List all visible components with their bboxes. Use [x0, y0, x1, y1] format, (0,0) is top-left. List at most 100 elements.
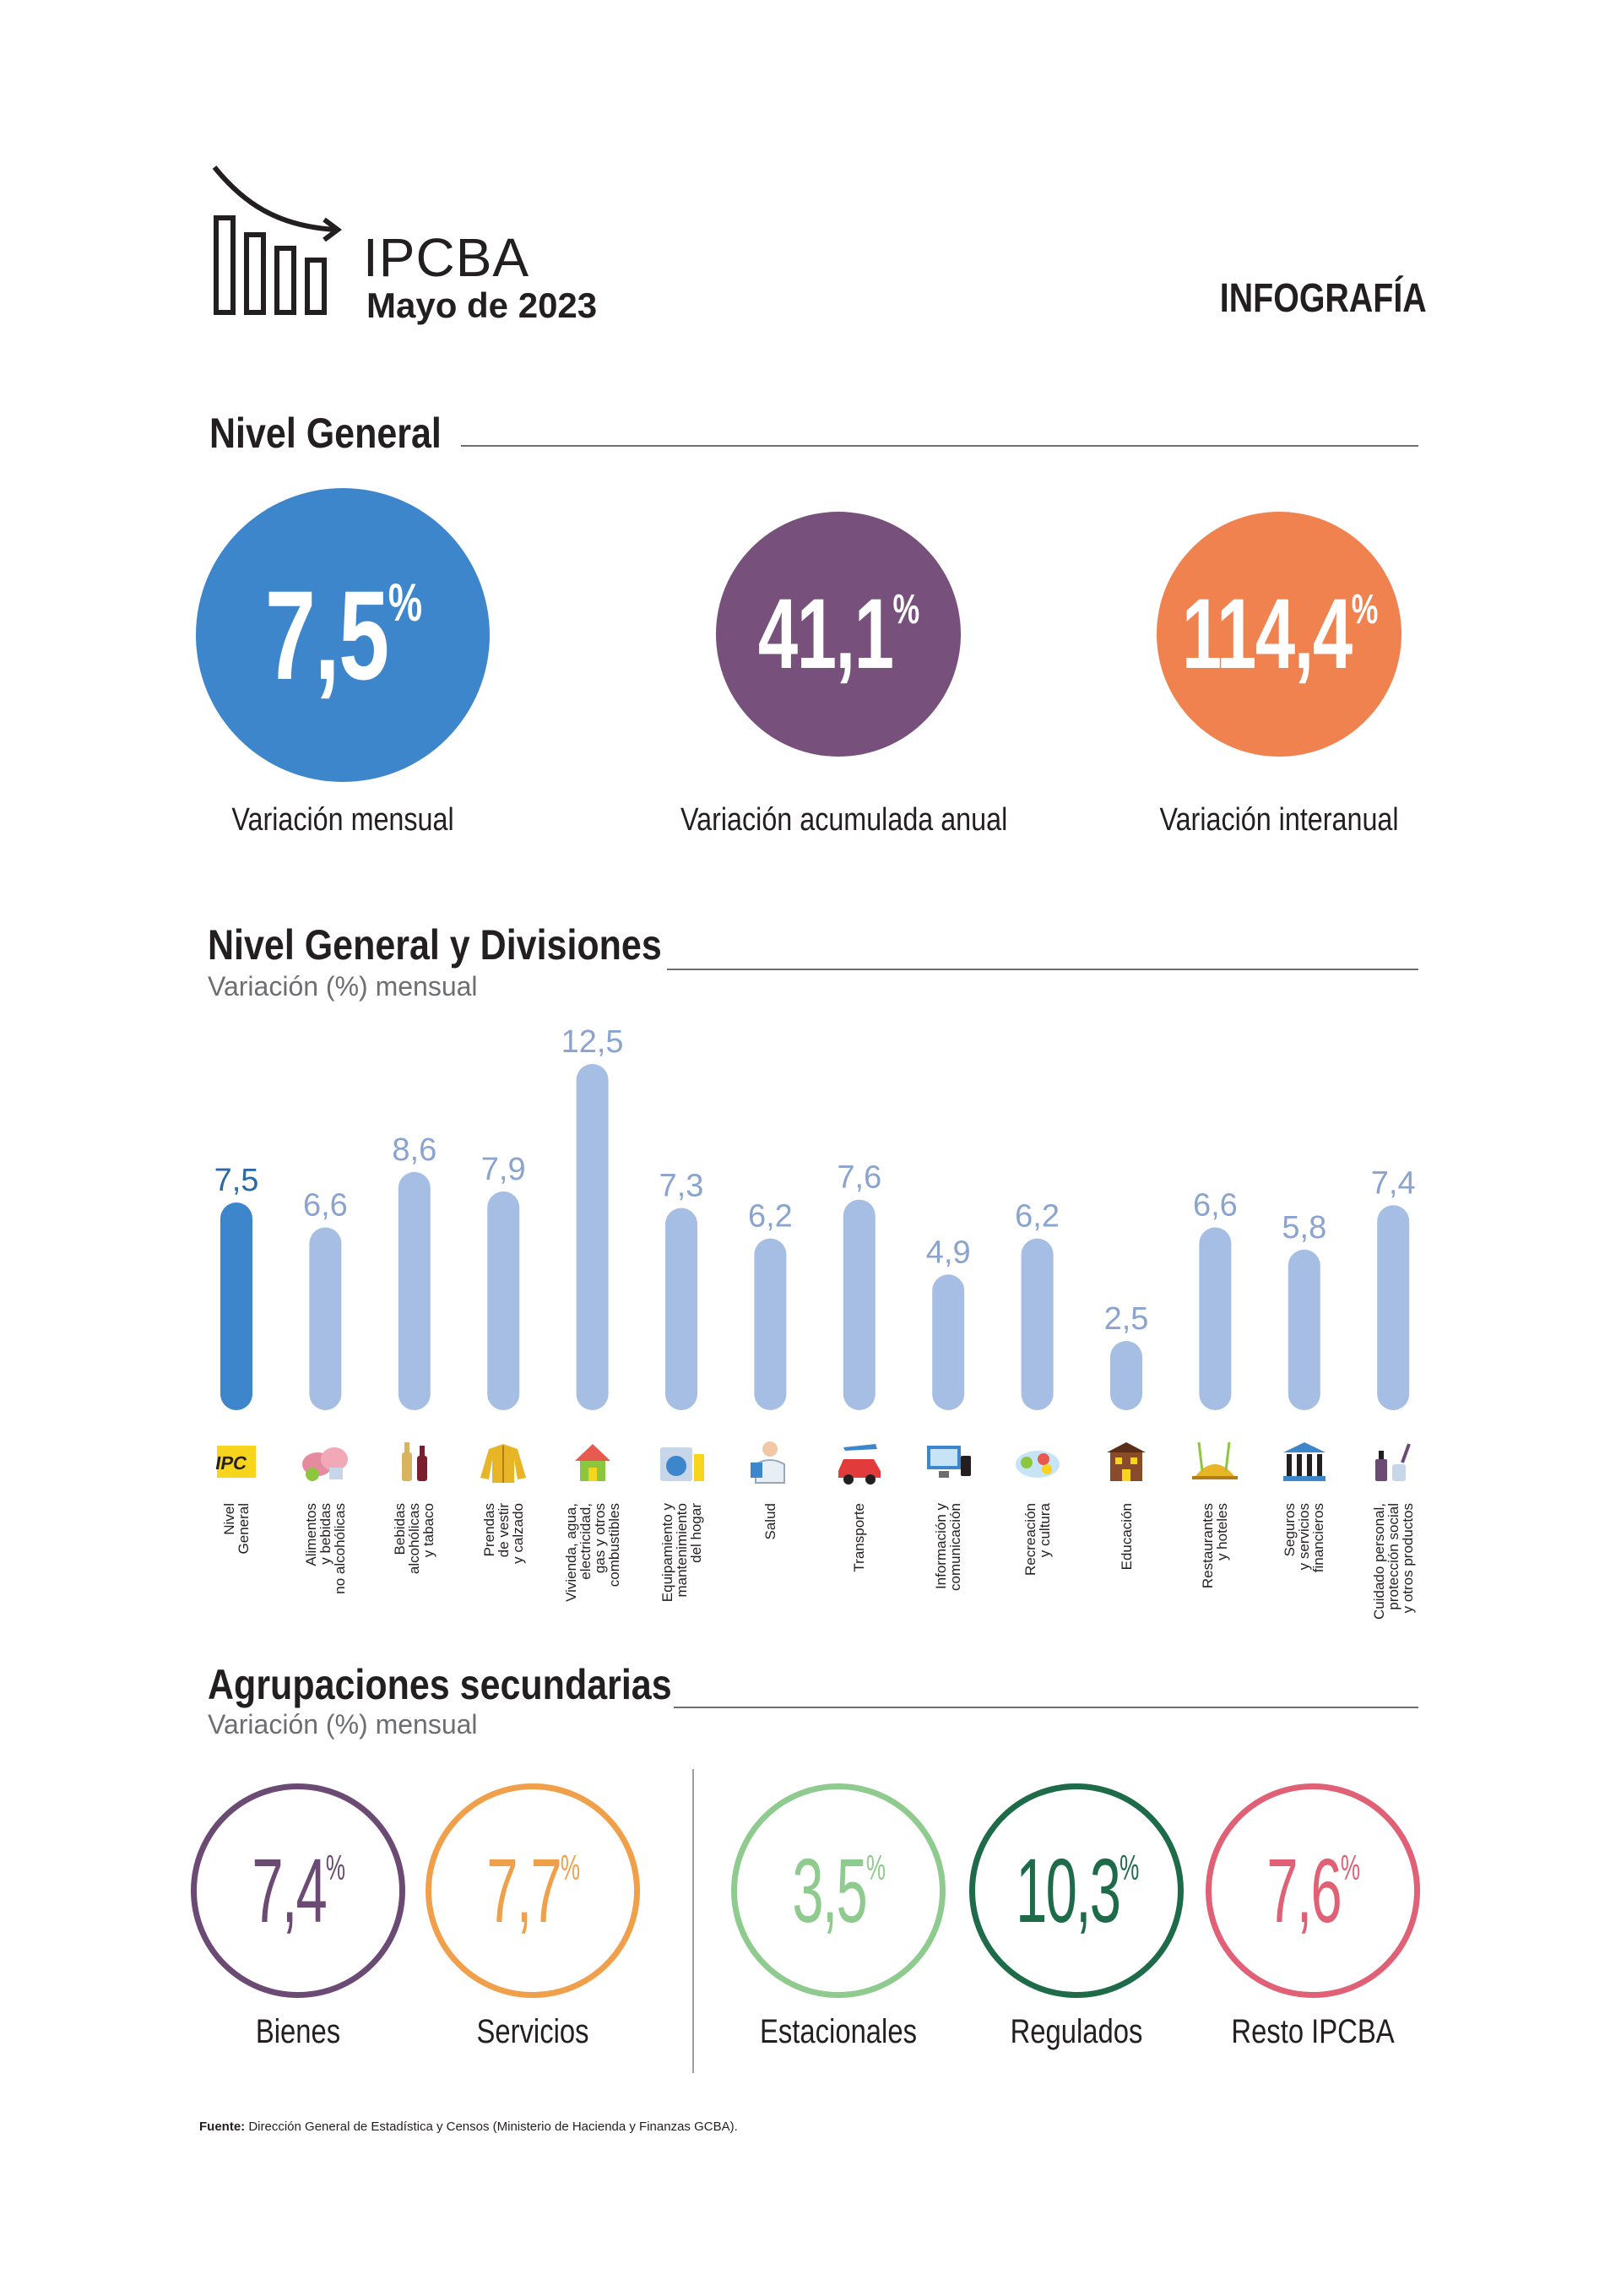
indicator-value: 7,4	[252, 1839, 328, 1941]
section-title-nivel-general: Nivel General	[209, 410, 442, 457]
brand-subtitle: Mayo de 2023	[366, 285, 598, 325]
percent-sign: %	[1351, 584, 1378, 632]
bar-value-label: 7,6	[837, 1160, 881, 1196]
division-label: Bebidas alcohólicas y tabaco	[392, 1503, 443, 1680]
division-label-text: Salud	[762, 1503, 778, 1540]
jacket-icon	[475, 1434, 531, 1490]
division-label-text: Educación	[1118, 1503, 1135, 1571]
indicator-value: 7,7	[486, 1839, 562, 1941]
division-label: Restaurantes y hoteles	[1200, 1503, 1251, 1680]
computer-icon	[920, 1434, 976, 1490]
percent-sign: %	[388, 573, 421, 633]
bar-value-label: 2,5	[1104, 1301, 1149, 1337]
indicator-value: 114,4	[1181, 578, 1352, 690]
indicator-regulados: 10,3%	[969, 1783, 1184, 1998]
bar-value-label: 8,6	[392, 1132, 436, 1168]
house-icon	[565, 1434, 621, 1490]
indicator-label: Servicios	[476, 2013, 589, 2050]
bar-value-label: 12,5	[561, 1024, 624, 1060]
division-label: Seguros y servicios financieros	[1282, 1503, 1333, 1680]
percent-sign: %	[866, 1848, 886, 1887]
indicator-variacion-mensual: 7,5%	[196, 488, 490, 782]
division-label: Alimentos y bebidas no alcohólicas	[302, 1503, 355, 1680]
indicator-label: Resto IPCBA	[1231, 2013, 1395, 2050]
bar	[220, 1202, 252, 1410]
section-subtitle-agrupaciones: Variación (%) mensual	[208, 1709, 478, 1740]
percent-sign: %	[326, 1848, 345, 1887]
bar	[487, 1191, 520, 1410]
division-label-text: Cuidado personal, protección social y ot…	[1370, 1503, 1416, 1620]
division-label-text: Transporte	[851, 1503, 868, 1572]
indicator-estacionales: 3,5%	[731, 1783, 946, 1998]
division-label-text: Alimentos y bebidas no alcohólicas	[302, 1503, 348, 1594]
food-icon	[297, 1434, 353, 1490]
bar	[576, 1064, 609, 1410]
doctor-icon	[742, 1434, 798, 1490]
restaurant-icon	[1187, 1434, 1243, 1490]
ipcba-logo-icon	[212, 166, 342, 315]
bar	[1377, 1205, 1410, 1410]
bar	[398, 1171, 431, 1410]
division-label: Cuidado personal, protección social y ot…	[1370, 1503, 1423, 1680]
indicator-bienes: 7,4%	[191, 1783, 405, 1998]
school-icon	[1098, 1434, 1154, 1490]
division-label-text: Vivienda, agua, electricidad, gas y otro…	[562, 1503, 622, 1602]
recreation-icon	[1010, 1434, 1065, 1490]
bar	[1021, 1238, 1054, 1410]
indicator-variacion-interanual: 114,4%	[1157, 512, 1401, 757]
cosmetics-icon	[1365, 1434, 1421, 1490]
percent-sign: %	[1119, 1848, 1139, 1887]
bar	[1199, 1227, 1232, 1410]
section-subtitle-divisiones: Variación (%) mensual	[208, 971, 478, 1001]
source-label: Fuente:	[199, 2120, 246, 2134]
percent-sign: %	[561, 1848, 580, 1887]
division-label: Equipamiento y mantenimiento del hogar	[659, 1503, 711, 1680]
bar	[932, 1274, 965, 1410]
indicator-value: 41,1	[758, 578, 894, 690]
division-label-text: Nivel General	[221, 1503, 252, 1555]
divisions-bar-chart: 7,5 6,6 8,6 7,9 12,5 7,3 6,2 7,6 4,9 6,2 2,5 6,6 5,8…	[214, 1024, 1416, 1410]
division-label-text: Equipamiento y mantenimiento del hogar	[659, 1503, 704, 1603]
division-label: Nivel General	[221, 1503, 273, 1680]
bar	[1110, 1341, 1142, 1410]
division-label: Vivienda, agua, electricidad, gas y otro…	[563, 1503, 622, 1680]
percent-sign: %	[892, 584, 920, 632]
bottle-icon	[387, 1434, 442, 1490]
indicator-variacion-acumulada: 41,1%	[716, 512, 961, 757]
percent-sign: %	[1341, 1848, 1360, 1887]
indicator-value: 10,3	[1015, 1839, 1121, 1941]
indicator-label: Bienes	[255, 2013, 341, 2050]
brand-title: IPCBA	[363, 227, 530, 288]
indicator-label: Variación mensual	[231, 802, 454, 838]
indicator-label: Regulados	[1010, 2013, 1143, 2050]
division-label-text: Bebidas alcohólicas y tabaco	[392, 1503, 437, 1575]
indicator-resto-ipcba: 7,6%	[1206, 1783, 1420, 1998]
indicator-servicios: 7,7%	[426, 1783, 640, 1998]
source-note: Fuente: Dirección General de Estadística…	[199, 2120, 738, 2134]
indicator-label: Variación acumulada anual	[680, 802, 1008, 838]
section-title-agrupaciones: Agrupaciones secundarias	[208, 1661, 672, 1708]
division-label-text: Recreación y cultura	[1022, 1503, 1053, 1576]
division-label-text: Prendas de vestir y calzado	[480, 1503, 526, 1564]
ipc-icon: IPC	[209, 1434, 264, 1490]
bar-value-label: 6,6	[303, 1188, 348, 1224]
source-text: Dirección General de Estadística y Censo…	[248, 2120, 738, 2134]
group-divider	[692, 1769, 694, 2073]
bar-value-label: 6,2	[748, 1199, 793, 1235]
bar-value-label: 5,8	[1282, 1210, 1326, 1246]
bar-value-label: 7,4	[1371, 1165, 1416, 1201]
indicator-label: Estacionales	[760, 2013, 917, 2050]
bank-icon	[1277, 1434, 1332, 1490]
division-label-text: Seguros y servicios financieros	[1282, 1503, 1327, 1573]
svg-text:IPC: IPC	[214, 1452, 248, 1474]
bar-value-label: 6,2	[1015, 1199, 1060, 1235]
bar-value-label: 4,9	[926, 1235, 971, 1270]
division-label: Transporte	[851, 1503, 903, 1680]
bar-value-label: 6,6	[1193, 1188, 1238, 1224]
division-label: Información y comunicación	[933, 1503, 984, 1680]
indicator-label: Variación interanual	[1159, 802, 1399, 838]
car-icon	[832, 1434, 887, 1490]
indicator-value: 3,5	[792, 1839, 868, 1941]
bar-value-label: 7,3	[659, 1169, 704, 1204]
section-rule	[461, 445, 1418, 447]
